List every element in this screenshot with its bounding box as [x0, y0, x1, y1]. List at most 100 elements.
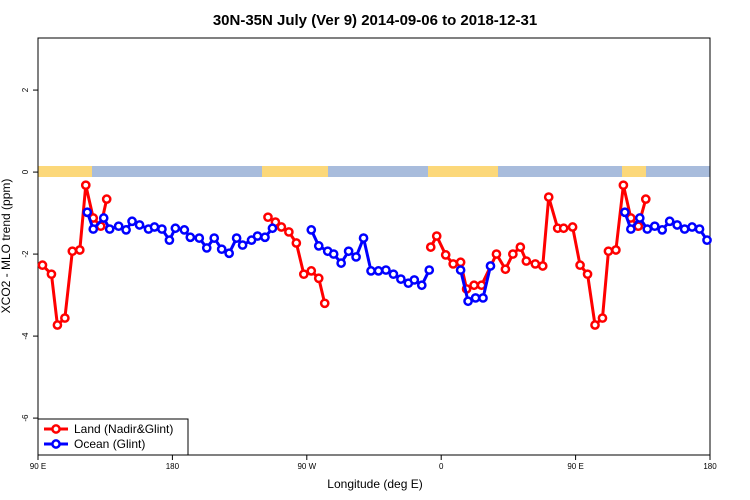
data-point	[618, 180, 629, 191]
data-point	[179, 225, 190, 235]
land-strip	[262, 166, 328, 177]
data-point	[194, 233, 205, 243]
y-tick-label: 0	[21, 169, 30, 174]
legend-marker	[51, 439, 61, 449]
data-point	[237, 240, 248, 250]
data-point	[611, 245, 621, 255]
data-point	[582, 269, 593, 280]
data-point	[358, 233, 369, 243]
data-point	[702, 235, 712, 245]
data-point	[252, 231, 263, 241]
data-point	[366, 266, 376, 276]
data-point	[381, 265, 391, 275]
data-point	[263, 212, 273, 223]
data-point	[60, 313, 70, 323]
data-point	[590, 320, 600, 330]
data-point	[485, 261, 496, 271]
y-axis-label: XCO2 - MLO trend (ppm)	[0, 179, 13, 314]
data-point	[127, 216, 137, 227]
legend-label: Ocean (Glint)	[74, 437, 145, 451]
data-point	[620, 207, 630, 218]
data-point	[134, 220, 145, 230]
x-tick-label: 180	[166, 462, 180, 471]
data-point	[537, 261, 548, 271]
data-point	[313, 241, 324, 251]
land-ocean-strip	[38, 166, 710, 177]
data-point	[440, 250, 451, 260]
chart-title: 30N-35N July (Ver 9) 2014-09-06 to 2018-…	[213, 12, 537, 29]
x-tick-label: 180	[703, 462, 717, 471]
data-point	[664, 216, 675, 227]
land-strip	[622, 166, 646, 177]
data-point	[575, 260, 585, 271]
data-point	[101, 194, 112, 204]
data-point	[37, 260, 48, 271]
data-point	[694, 224, 705, 234]
data-point	[306, 225, 317, 235]
data-point	[121, 225, 131, 235]
data-point	[313, 273, 324, 284]
data-point	[388, 269, 399, 280]
data-point	[104, 224, 115, 234]
data-point	[626, 224, 636, 234]
y-tick-label: -4	[21, 332, 30, 340]
data-point	[98, 213, 109, 223]
data-point	[491, 249, 502, 259]
data-point	[170, 223, 181, 234]
data-point	[500, 264, 511, 275]
data-point	[649, 221, 660, 232]
y-tick-label: -6	[21, 414, 30, 422]
data-point	[328, 249, 339, 259]
data-point	[343, 246, 354, 257]
legend-box	[37, 418, 189, 456]
data-point	[267, 223, 278, 234]
data-point	[80, 180, 91, 191]
data-point	[425, 242, 436, 252]
land-strip	[38, 166, 92, 177]
data-point	[463, 296, 473, 307]
data-point	[373, 266, 384, 276]
data-point	[508, 249, 518, 259]
data-point	[164, 235, 175, 245]
data-point	[672, 220, 682, 230]
x-tick-label: 90 E	[30, 462, 46, 471]
x-tick-label: 0	[439, 462, 444, 471]
data-point	[687, 222, 697, 232]
legend-label: Land (Nadir&Glint)	[74, 422, 173, 436]
x-axis-label: Longitude (deg E)	[327, 477, 422, 491]
data-point	[642, 224, 653, 234]
legend-marker	[51, 424, 61, 434]
data-point	[634, 213, 645, 223]
data-point	[478, 293, 488, 303]
data-point	[448, 259, 458, 269]
data-point	[424, 265, 435, 275]
plot-frame	[37, 37, 711, 456]
data-point	[679, 224, 690, 234]
data-point	[597, 313, 608, 323]
data-point	[640, 194, 651, 204]
data-point	[515, 242, 526, 252]
data-point	[431, 231, 442, 241]
data-point	[657, 225, 668, 235]
data-point	[298, 269, 309, 280]
data-point	[396, 274, 406, 284]
data-point	[157, 224, 167, 234]
data-point	[543, 192, 554, 202]
data-point	[336, 258, 346, 268]
data-point	[209, 233, 220, 243]
data-point	[416, 280, 427, 291]
data-point	[52, 320, 63, 330]
data-point	[567, 222, 578, 232]
data-point	[351, 252, 361, 262]
data-point	[603, 246, 614, 257]
data-point	[470, 293, 481, 303]
data-point	[88, 224, 99, 234]
y-tick-label: -2	[21, 250, 30, 258]
data-point	[201, 243, 212, 253]
data-point	[558, 223, 569, 234]
data-point	[319, 298, 330, 309]
data-point	[74, 245, 85, 255]
data-point	[67, 246, 78, 257]
